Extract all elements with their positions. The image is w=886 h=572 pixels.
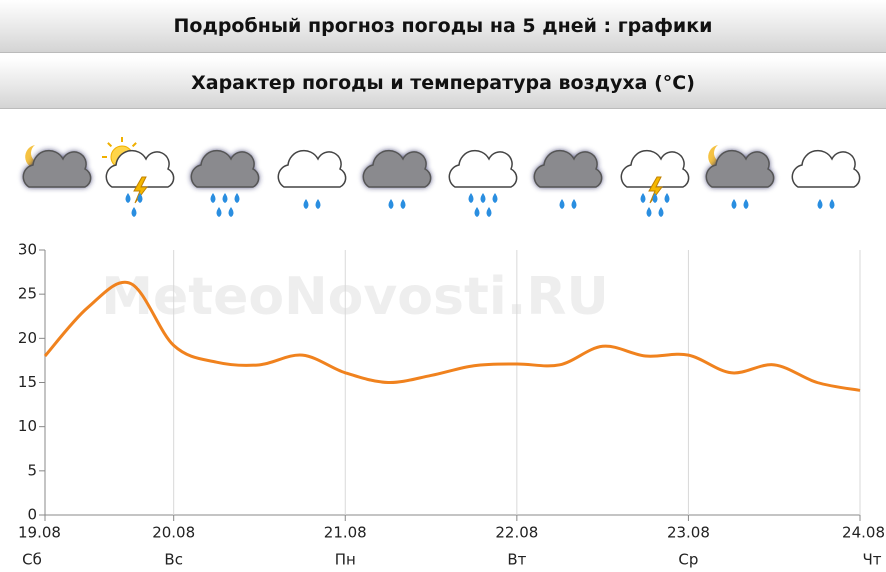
x-tick-label: 23.08 — [667, 524, 710, 542]
rain-drop — [400, 199, 406, 209]
rain-drop — [468, 193, 474, 203]
weekday-label: Чт — [862, 551, 881, 569]
weather-icon — [448, 149, 518, 217]
weekday-label: Ср — [678, 551, 698, 569]
cloud — [791, 149, 861, 188]
cloud — [277, 149, 347, 188]
cloud — [362, 149, 432, 188]
weather-icon — [190, 149, 260, 217]
rain-drop — [658, 207, 664, 217]
rain-drop — [640, 193, 646, 203]
rain-drop — [664, 193, 670, 203]
weather-icon — [362, 149, 432, 209]
rain-drop — [731, 199, 737, 209]
y-tick-label: 10 — [18, 417, 37, 435]
rain-drop — [474, 207, 480, 217]
rain-drop — [388, 199, 394, 209]
x-tick-label: 20.08 — [152, 524, 195, 542]
weekday-label: Вт — [507, 551, 526, 569]
rain-drop — [646, 207, 652, 217]
y-tick-label: 5 — [27, 461, 37, 479]
weather-icon — [22, 145, 92, 188]
weather-icon — [620, 149, 690, 217]
y-tick-label: 30 — [18, 241, 37, 259]
x-tick-label: 19.08 — [18, 524, 61, 542]
y-tick-label: 0 — [27, 506, 37, 524]
weekday-label: Сб — [22, 551, 42, 569]
cloud — [620, 149, 690, 188]
weekday-label: Пн — [335, 551, 356, 569]
cloud — [705, 149, 775, 188]
rain-drop — [492, 193, 498, 203]
x-tick-label: 24.08 — [842, 524, 885, 542]
page-title: Подробный прогноз погоды на 5 дней : гра… — [0, 0, 886, 53]
rain-drop — [743, 199, 749, 209]
rain-drop — [652, 193, 658, 203]
cloud — [190, 149, 260, 188]
weather-icon — [533, 149, 603, 209]
temperature-line — [43, 280, 861, 392]
cloud — [105, 149, 175, 188]
cloud — [533, 149, 603, 188]
rain-drop — [234, 193, 240, 203]
rain-drop — [817, 199, 823, 209]
weather-icons — [22, 137, 861, 217]
weekday-label: Вс — [164, 551, 183, 569]
weather-icon — [102, 137, 175, 217]
rain-drop — [228, 207, 234, 217]
cloud — [448, 149, 518, 188]
rain-drop — [315, 199, 321, 209]
y-tick-label: 15 — [18, 373, 37, 391]
cloud — [22, 149, 92, 188]
y-tick-label: 20 — [18, 329, 37, 347]
weather-icon — [705, 145, 775, 209]
rain-drop — [829, 199, 835, 209]
rain-drop — [131, 207, 137, 217]
rain-drop — [480, 193, 486, 203]
x-tick-label: 21.08 — [324, 524, 367, 542]
sun-ray — [107, 142, 113, 148]
chart-title: Характер погоды и температура воздуха (°… — [0, 58, 886, 109]
rain-drop — [137, 193, 143, 203]
sun-ray — [131, 142, 137, 148]
x-tick-label: 22.08 — [495, 524, 538, 542]
rain-drop — [216, 207, 222, 217]
weather-icon — [791, 149, 861, 209]
rain-drop — [125, 193, 131, 203]
rain-drop — [571, 199, 577, 209]
rain-drop — [559, 199, 565, 209]
rain-drop — [486, 207, 492, 217]
rain-drop — [222, 193, 228, 203]
watermark: MeteoNovosti.RU — [101, 267, 608, 327]
weather-icon — [277, 149, 347, 209]
y-tick-label: 25 — [18, 285, 37, 303]
rain-drop — [303, 199, 309, 209]
rain-drop — [210, 193, 216, 203]
